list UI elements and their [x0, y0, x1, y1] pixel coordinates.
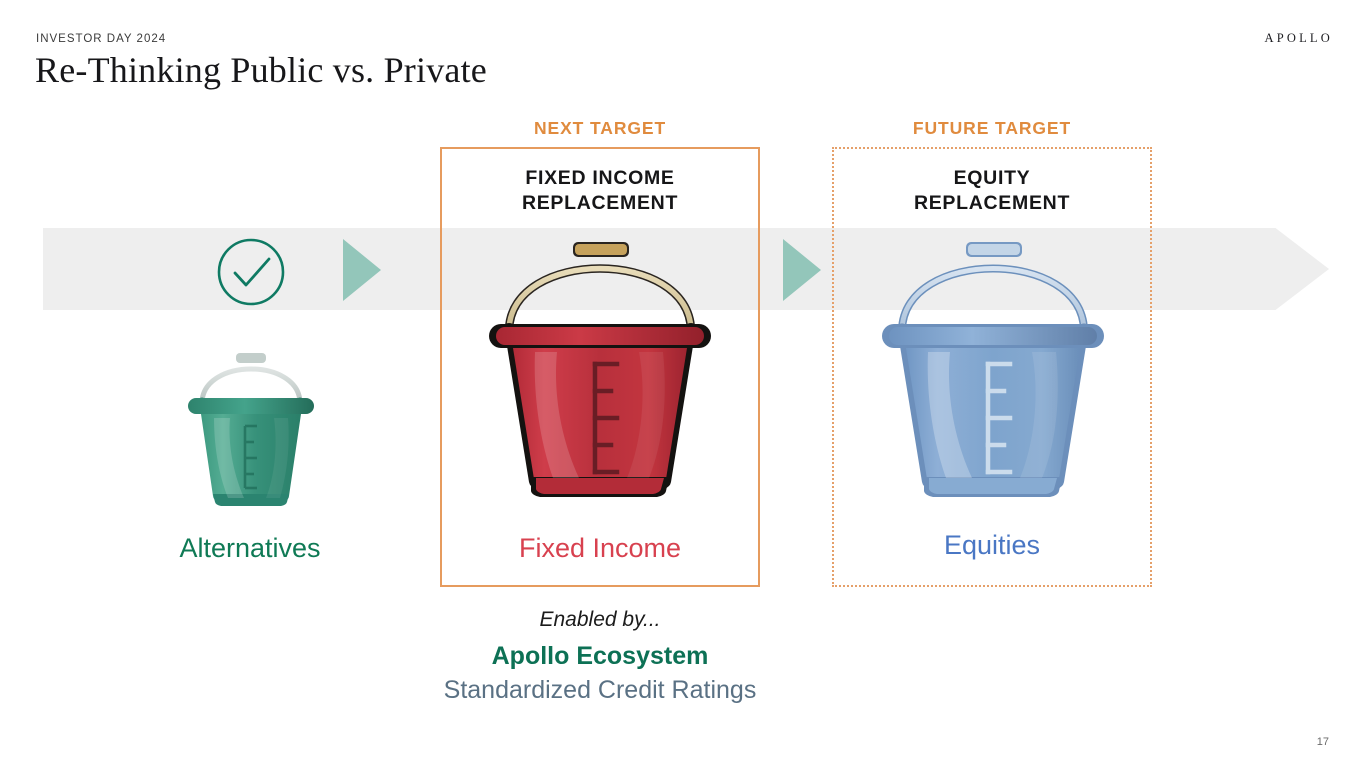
next-target-box[interactable]	[440, 147, 760, 587]
fixed-income-replacement-heading: FIXED INCOME REPLACEMENT	[521, 167, 679, 214]
caption-alternatives: Alternatives	[179, 533, 321, 563]
page-title: Re-Thinking Public vs. Private	[35, 50, 487, 90]
equity-replacement-heading: EQUITY REPLACEMENT	[913, 167, 1071, 214]
page-number: 17	[1316, 736, 1329, 748]
eyebrow-label: INVESTOR DAY 2024	[36, 33, 167, 45]
future-target-label: FUTURE TARGET	[912, 118, 1072, 138]
caption-equities: Equities	[943, 530, 1041, 560]
apollo-ecosystem-label: Apollo Ecosystem	[491, 642, 709, 670]
apollo-logo: APOLLO	[1264, 31, 1333, 45]
arrow-triangle-2	[783, 239, 823, 306]
bucket-alternatives	[188, 338, 314, 510]
arrow-triangle-1	[343, 239, 383, 306]
enabled-by-label: Enabled by...	[539, 608, 661, 631]
caption-fixed-income: Fixed Income	[518, 533, 682, 563]
bucket-equities	[880, 234, 1106, 506]
bucket-fixed-income	[487, 234, 713, 506]
future-target-box[interactable]	[832, 147, 1152, 587]
next-target-label: NEXT TARGET	[533, 118, 667, 138]
standardized-credit-ratings-label: Standardized Credit Ratings	[443, 676, 757, 704]
check-circle-icon	[216, 237, 286, 312]
